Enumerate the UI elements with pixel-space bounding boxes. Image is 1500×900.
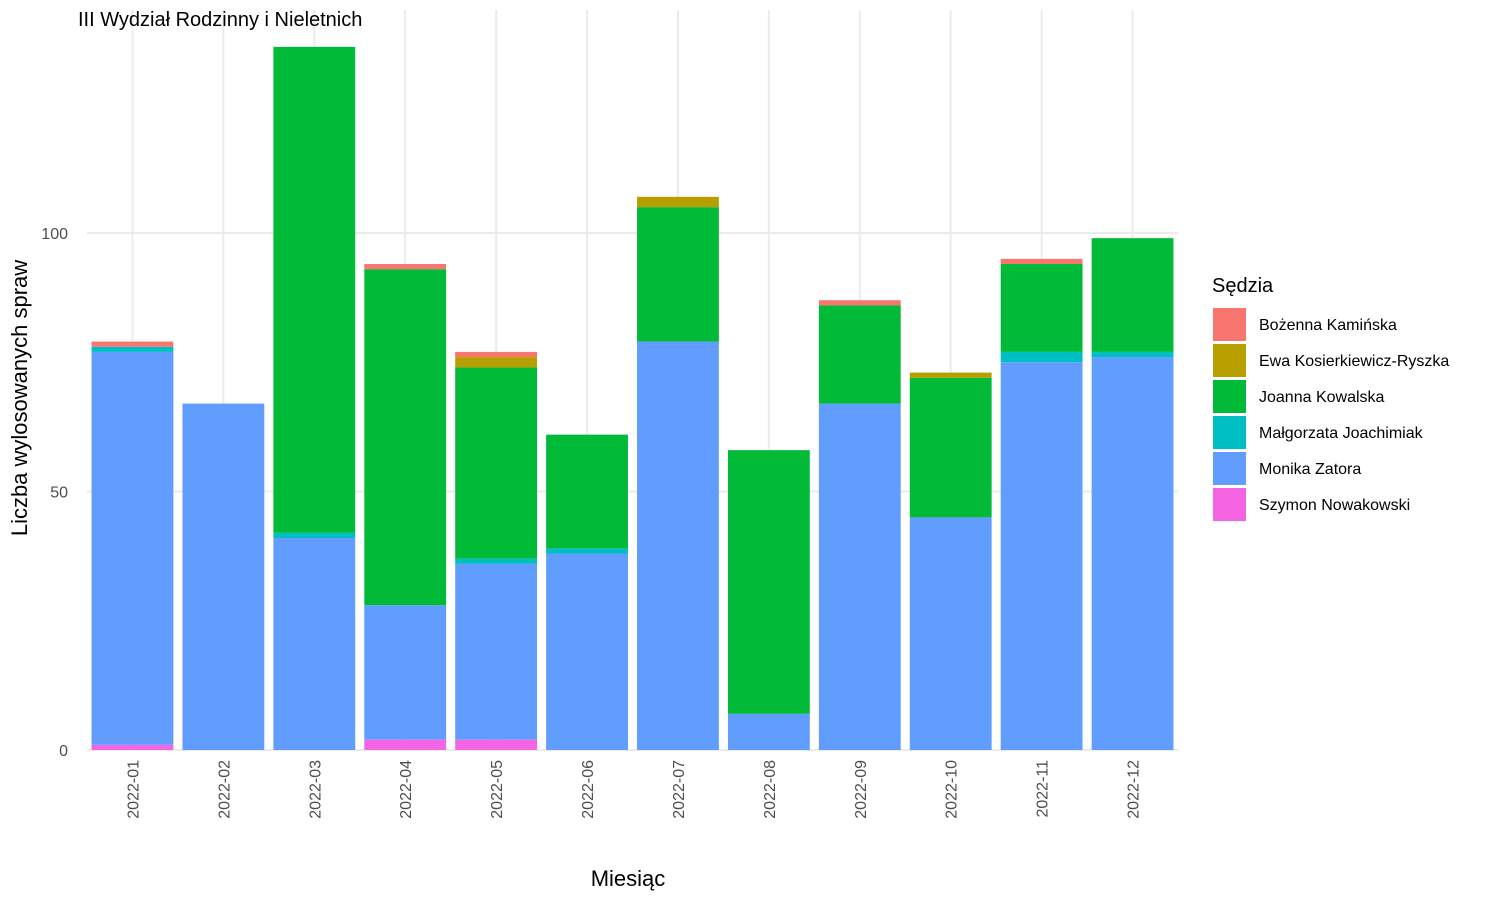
bar-segment [546, 553, 628, 750]
bar-segment [455, 351, 538, 358]
bar-segment [818, 305, 901, 404]
bar-segment [91, 346, 174, 352]
y-axis-ticks: 0 50 100 [41, 226, 68, 760]
x-tick-label: 2022-11 [1035, 760, 1052, 818]
x-tick-label: 2022-07 [671, 760, 688, 819]
legend-title: Sędzia [1212, 275, 1274, 297]
y-tick-label: 0 [59, 743, 68, 760]
bar-segment [455, 558, 538, 564]
bar-segment [637, 196, 719, 208]
x-tick-label: 2022-04 [398, 760, 415, 819]
x-tick-label: 2022-10 [944, 760, 961, 819]
bar-segment [1091, 357, 1174, 750]
legend-label: Monika Zatora [1259, 461, 1361, 478]
bar-segment [546, 434, 628, 549]
legend-label: Bożenna Kamińska [1259, 317, 1397, 334]
bar-segment [1000, 351, 1083, 363]
bar-segment [1000, 264, 1083, 352]
x-tick-label: 2022-08 [762, 760, 779, 819]
bar-segment [546, 548, 628, 554]
legend-swatch [1213, 380, 1246, 413]
bar-segment [909, 372, 992, 378]
bar-segment [364, 264, 447, 270]
legend-swatch [1213, 344, 1246, 377]
bar-segment [727, 713, 810, 750]
bar-segment [818, 403, 901, 750]
legend-swatch [1213, 416, 1246, 449]
legend-swatch [1213, 308, 1246, 341]
bar-segment [273, 538, 356, 750]
legend-items: Bożenna Kamińska Ewa Kosierkiewicz-Ryszka… [1213, 308, 1449, 521]
x-tick-label: 2022-02 [216, 760, 233, 819]
bar-segment [364, 269, 447, 606]
x-tick-label: 2022-06 [580, 760, 597, 819]
x-axis-ticks: 2022-01 2022-02 2022-03 2022-04 2022-05 2022-… [125, 760, 1142, 819]
y-tick-label: 100 [41, 226, 68, 243]
legend-swatch [1213, 488, 1246, 521]
x-tick-label: 2022-01 [125, 760, 142, 819]
legend-label: Małgorzata Joachimiak [1259, 425, 1424, 442]
bar-segment [455, 739, 538, 750]
legend-label: Szymon Nowakowski [1259, 497, 1410, 514]
bar-segment [637, 341, 719, 750]
bar-segment [91, 351, 174, 745]
legend-swatch [1213, 452, 1246, 485]
y-tick-label: 50 [50, 485, 68, 502]
bar-segment [91, 341, 174, 347]
bar-segment [1091, 351, 1174, 358]
bar-segment [364, 739, 447, 750]
legend: Sędzia Bożenna Kamińska Ewa Kosierkiewicz… [1212, 275, 1449, 521]
bar-segment [909, 517, 992, 750]
bar-segment [909, 377, 992, 518]
y-axis-title: Liczba wylosowanych spraw [7, 260, 32, 536]
legend-label: Joanna Kowalska [1259, 389, 1385, 406]
legend-label: Ewa Kosierkiewicz-Ryszka [1259, 353, 1449, 370]
bar-segment [455, 563, 538, 740]
x-tick-label: 2022-05 [489, 760, 506, 819]
bar-segment [1000, 258, 1083, 265]
bar-segment [182, 403, 265, 750]
bar-segment [637, 207, 719, 342]
x-tick-label: 2022-12 [1126, 760, 1143, 819]
x-tick-label: 2022-09 [853, 760, 870, 819]
bar-segment [1091, 238, 1174, 352]
bar-segment [273, 532, 356, 539]
bar-segment [455, 357, 538, 368]
bar-segment [364, 605, 447, 740]
bar-segment [273, 46, 356, 533]
x-axis-title: Miesiąc [591, 866, 666, 891]
chart-title: III Wydział Rodzinny i Nieletnich [78, 9, 362, 31]
bars [91, 46, 1174, 750]
bar-segment [727, 450, 810, 714]
bar-segment [1000, 362, 1083, 750]
bar-segment [91, 744, 174, 750]
bar-segment [455, 367, 538, 559]
x-tick-label: 2022-03 [307, 760, 324, 819]
bar-segment [818, 300, 901, 306]
